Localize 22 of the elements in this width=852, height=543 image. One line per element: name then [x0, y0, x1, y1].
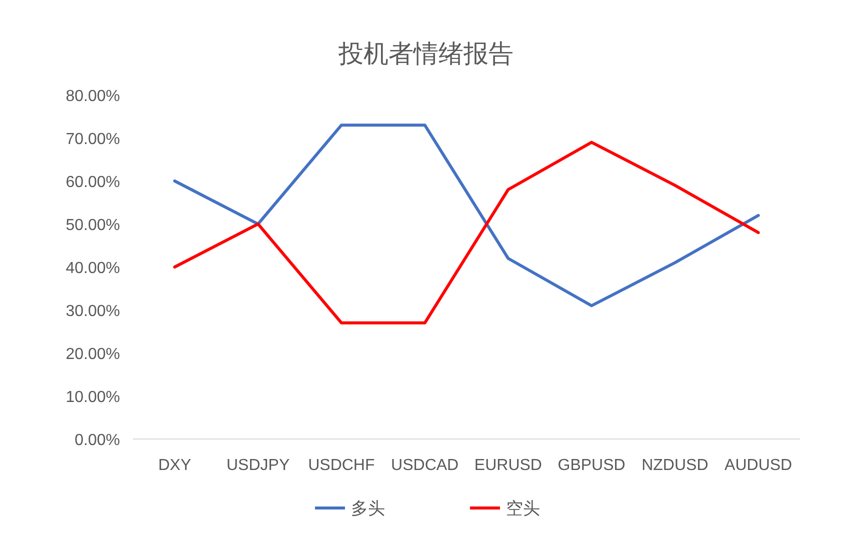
x-tick-label: USDJPY [226, 457, 290, 474]
y-tick-label: 80.00% [66, 88, 120, 105]
x-tick-label: DXY [158, 457, 192, 474]
x-tick-label: USDCHF [308, 457, 375, 474]
chart-title: 投机者情绪报告 [338, 40, 514, 68]
legend-label: 空头 [506, 499, 540, 518]
y-tick-label: 40.00% [66, 260, 120, 277]
x-tick-label: NZDUSD [642, 457, 708, 474]
y-tick-label: 30.00% [66, 303, 120, 320]
y-tick-label: 70.00% [66, 131, 120, 148]
line-series [173, 140, 760, 324]
legend-label: 多头 [351, 499, 385, 518]
y-tick-label: 10.00% [66, 389, 120, 406]
y-tick-label: 60.00% [66, 174, 120, 191]
x-tick-label: USDCAD [391, 457, 459, 474]
x-tick-label: EURUSD [474, 457, 542, 474]
y-tick-label: 0.00% [74, 432, 120, 449]
y-tick-label: 20.00% [66, 346, 120, 363]
y-tick-label: 50.00% [66, 217, 120, 234]
line-series [173, 124, 760, 308]
x-tick-label: AUDUSD [724, 457, 792, 474]
x-tick-label: GBPUSD [558, 457, 626, 474]
